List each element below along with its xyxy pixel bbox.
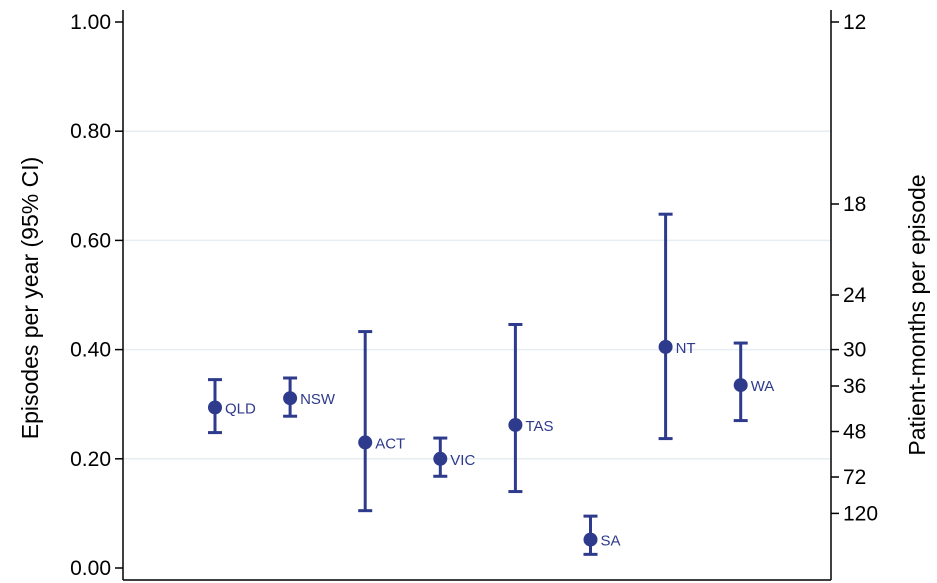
- point-label: NSW: [300, 391, 336, 408]
- right-y-axis-title: Patient-months per episode: [904, 174, 930, 455]
- y2-tick-label: 18: [843, 193, 866, 216]
- y2-tick-label: 12: [843, 11, 866, 34]
- data-point-tas: TAS: [508, 322, 553, 494]
- data-point-act: ACT: [358, 330, 405, 513]
- point-label: SA: [601, 533, 621, 550]
- data-point-vic: VIC: [433, 436, 475, 478]
- data-point-nt: NT: [658, 212, 696, 441]
- point-label: QLD: [225, 400, 256, 417]
- data-point-sa: SA: [583, 514, 621, 556]
- point-marker: [733, 378, 748, 393]
- point-label: VIC: [450, 452, 475, 469]
- point-marker: [358, 435, 373, 450]
- data-point-qld: QLD: [208, 378, 256, 435]
- point-label: WA: [751, 378, 775, 395]
- right-y-ticks: 12 18 24 30 36 48 72 120: [831, 11, 878, 525]
- y-tick-label: 0.80: [70, 120, 111, 143]
- point-label: NT: [676, 340, 696, 357]
- y-tick-label: 0.00: [70, 557, 111, 580]
- y-tick-label: 0.20: [70, 448, 111, 471]
- y2-tick-label: 120: [843, 502, 878, 525]
- data-points: QLD NSW ACT VIC TAS SA NT WA: [208, 212, 775, 556]
- y2-tick-label: 24: [843, 284, 867, 307]
- point-marker: [433, 451, 448, 466]
- data-point-wa: WA: [733, 341, 775, 423]
- data-point-nsw: NSW: [283, 376, 336, 418]
- point-marker: [583, 532, 598, 547]
- y2-tick-label: 30: [843, 339, 866, 362]
- y-tick-label: 1.00: [70, 11, 111, 34]
- y-tick-label: 0.40: [70, 339, 111, 362]
- y2-tick-label: 72: [843, 466, 866, 489]
- y-axis-title: Episodes per year (95% CI): [17, 157, 43, 440]
- point-label: TAS: [525, 418, 553, 435]
- point-marker: [658, 339, 673, 354]
- point-marker: [283, 391, 298, 406]
- y-tick-label: 0.60: [70, 229, 111, 252]
- point-label: ACT: [375, 435, 405, 452]
- left-y-ticks: 0.00 0.20 0.40 0.60 0.80 1.00: [70, 11, 123, 580]
- y2-tick-label: 48: [843, 421, 866, 444]
- point-marker: [508, 417, 523, 432]
- gridlines: [123, 130, 831, 460]
- y2-tick-label: 36: [843, 375, 866, 398]
- point-marker: [208, 400, 222, 415]
